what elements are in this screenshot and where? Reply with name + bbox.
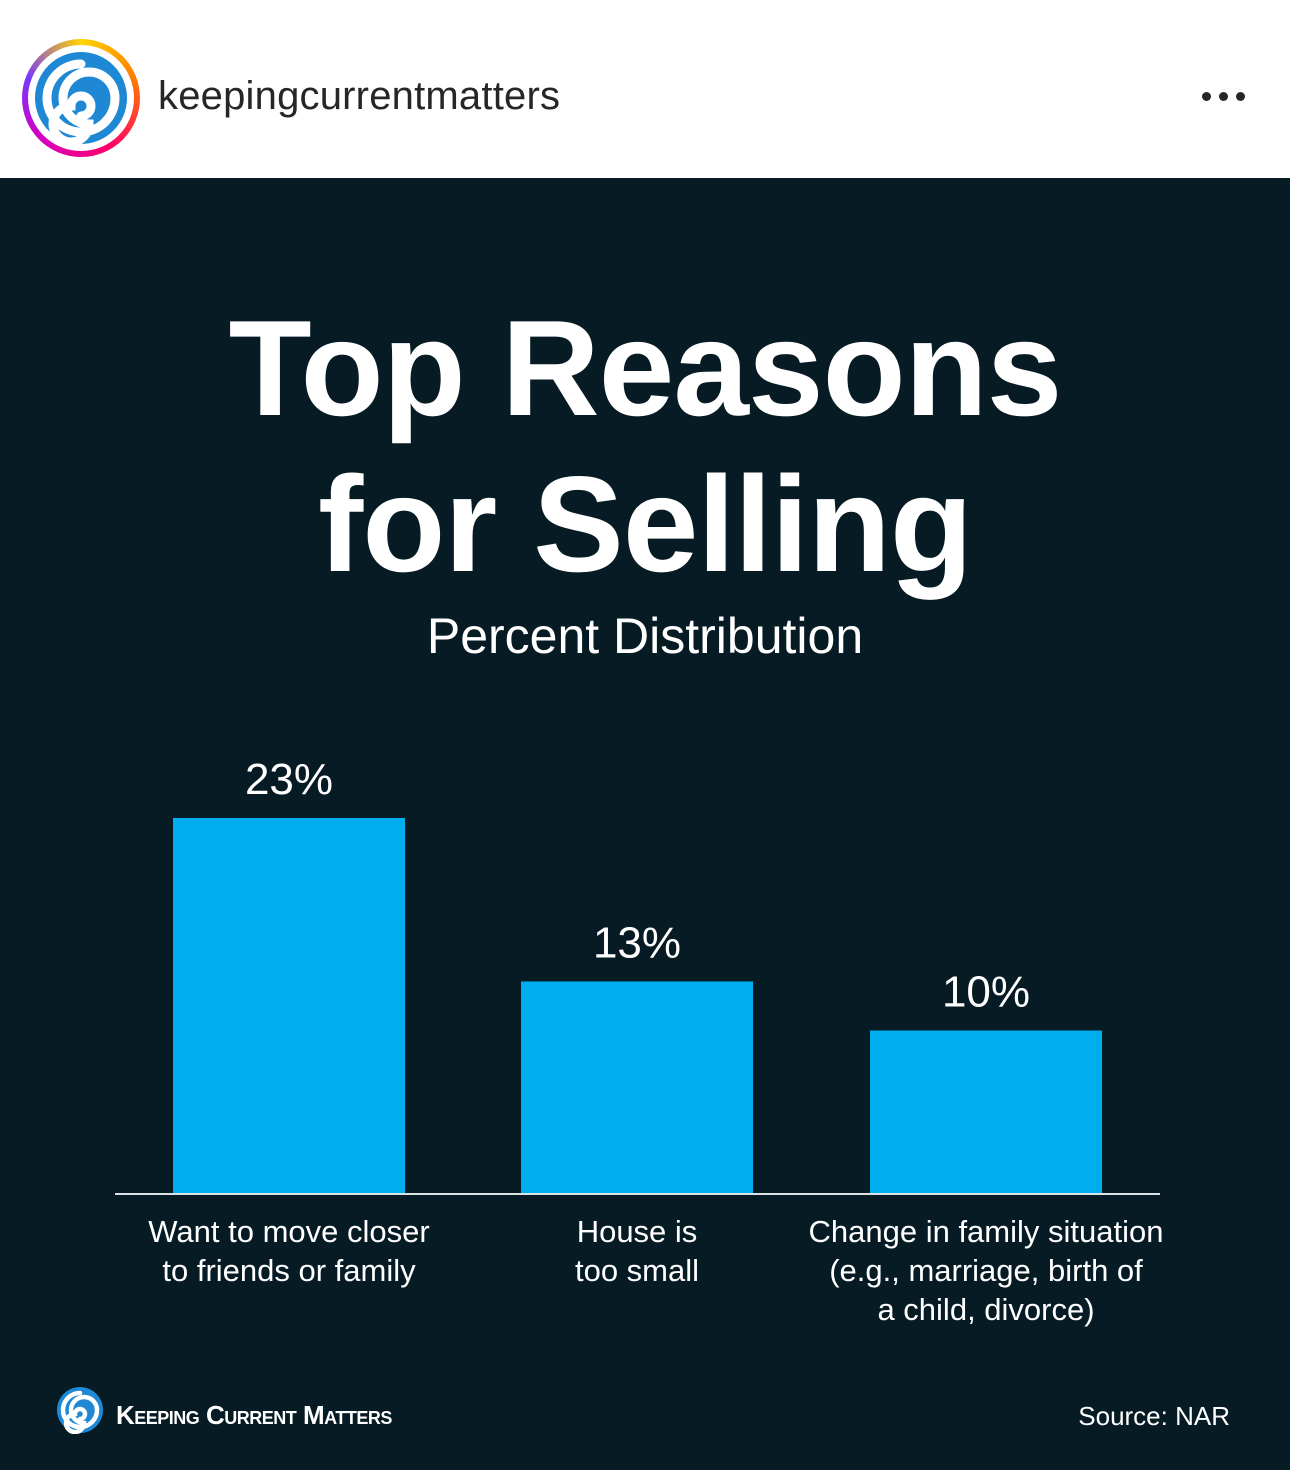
more-dot xyxy=(1202,92,1211,101)
category-label-3: (e.g., marriage, birth of xyxy=(829,1253,1143,1288)
category-label-2: too small xyxy=(575,1253,699,1288)
title-line-2: for Selling xyxy=(318,448,973,600)
category-label-1: to friends or family xyxy=(162,1253,416,1288)
bar-chart: 23% Want to move closer to friends or fami… xyxy=(115,755,1164,1327)
post-image[interactable]: Top Reasons for Selling Percent Distribu… xyxy=(0,178,1290,1470)
username[interactable]: keepingcurrentmatters xyxy=(158,74,561,118)
source-label: Source: NAR xyxy=(1078,1401,1230,1431)
infographic-title: Top Reasons for Selling xyxy=(0,290,1290,602)
more-dot xyxy=(1219,92,1228,101)
kcm-logo-icon xyxy=(57,1387,103,1434)
brand-name: Keeping Current Matters xyxy=(116,1400,392,1430)
bar-value-label-3: 10% xyxy=(942,968,1030,1017)
bar-1 xyxy=(173,818,405,1194)
title-line-1: Top Reasons xyxy=(228,292,1063,444)
swirl-logo-icon xyxy=(35,52,127,146)
infographic-subtitle: Percent Distribution xyxy=(426,608,864,664)
category-label-3: Change in family situation xyxy=(809,1214,1164,1249)
category-label-3: a child, divorce) xyxy=(877,1292,1094,1327)
more-dot xyxy=(1236,92,1245,101)
category-label-2: House is xyxy=(577,1214,698,1249)
bar-2 xyxy=(521,981,753,1194)
bar-value-label-1: 23% xyxy=(245,755,333,804)
avatar-inner xyxy=(28,45,134,151)
bar-value-label-2: 13% xyxy=(593,918,681,967)
category-label-1: Want to move closer xyxy=(148,1214,429,1249)
profile-avatar[interactable] xyxy=(22,39,140,157)
post-header: keepingcurrentmatters xyxy=(0,0,1290,178)
more-options-icon[interactable] xyxy=(1190,78,1256,118)
bar-3 xyxy=(870,1030,1102,1194)
